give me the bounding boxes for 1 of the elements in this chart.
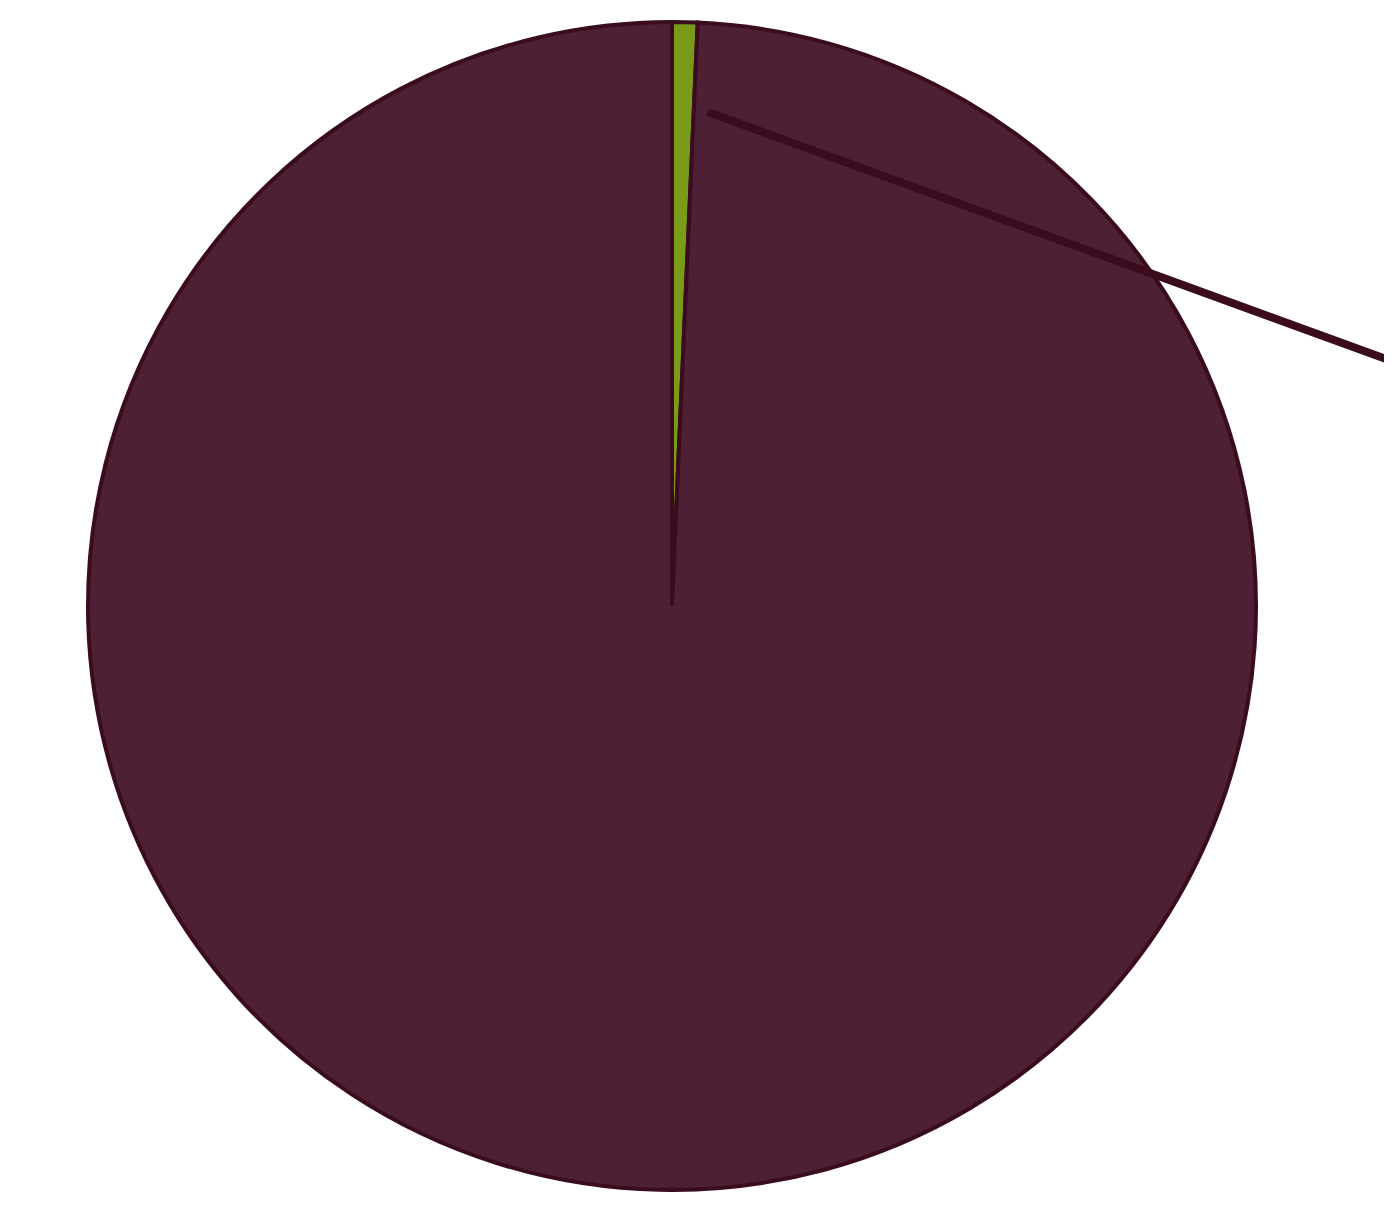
pie-slice <box>86 20 1258 1192</box>
